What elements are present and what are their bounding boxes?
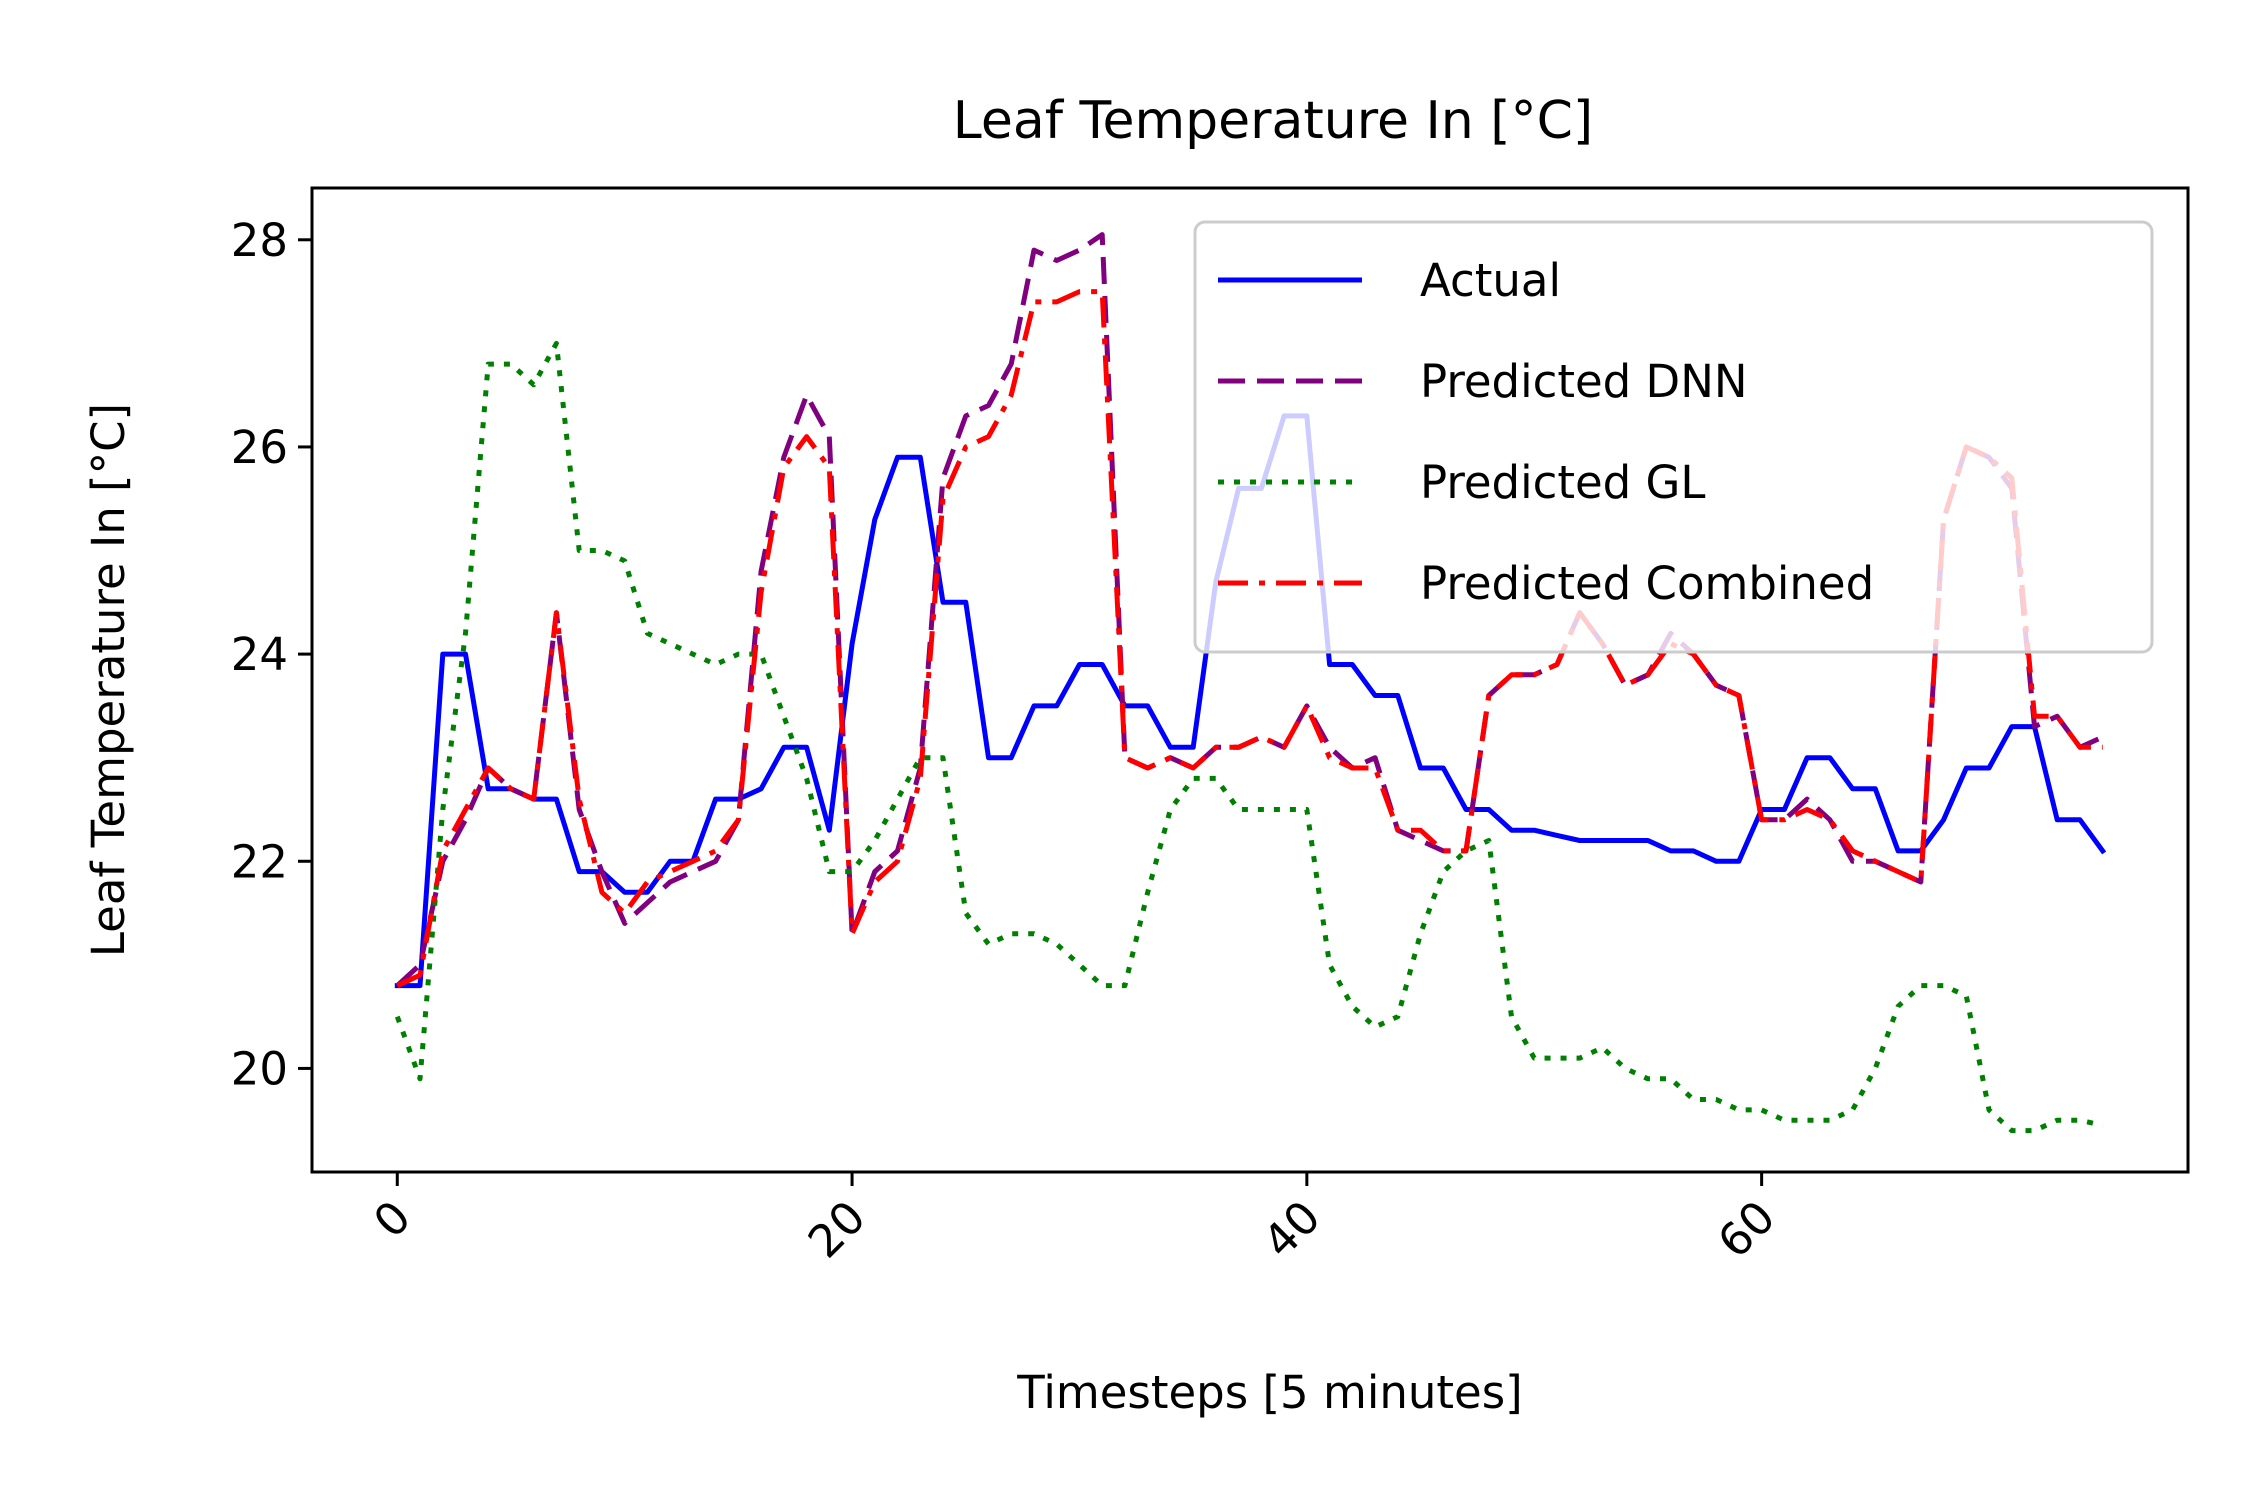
legend-label-2: Predicted DNN [1420,355,1748,408]
x-axis-label: Timesteps [5 minutes] [1016,1366,1522,1419]
x-axis: 0 20 40 60 [363,1172,1785,1268]
x-tick-label: 0 [363,1190,421,1248]
chart-title: Leaf Temperature In [°C] [953,91,1593,151]
series-line-4 [396,289,2103,988]
legend-label-3: Predicted GL [1420,456,1706,509]
y-tick-label: 22 [231,835,288,888]
legend-label-1: Actual [1420,254,1561,307]
x-tick-label: 60 [1707,1190,1785,1268]
x-tick-label: 20 [798,1190,876,1268]
plot-frame [310,186,2190,1174]
y-axis: 20 22 24 26 28 [231,214,312,1095]
y-axis-label: Leaf Temperature In [°C] [82,403,135,957]
y-tick-label: 26 [231,421,288,474]
y-tick-label: 24 [231,628,288,681]
legend-label-4: Predicted Combined [1420,557,1874,610]
y-tick-label: 28 [231,214,288,267]
y-tick-label: 20 [231,1042,288,1095]
legend-frame [1193,220,2154,654]
legend: Actual Predicted DNN Predicted GL Predicted… [1193,220,2154,654]
x-tick-label: 40 [1253,1190,1331,1268]
